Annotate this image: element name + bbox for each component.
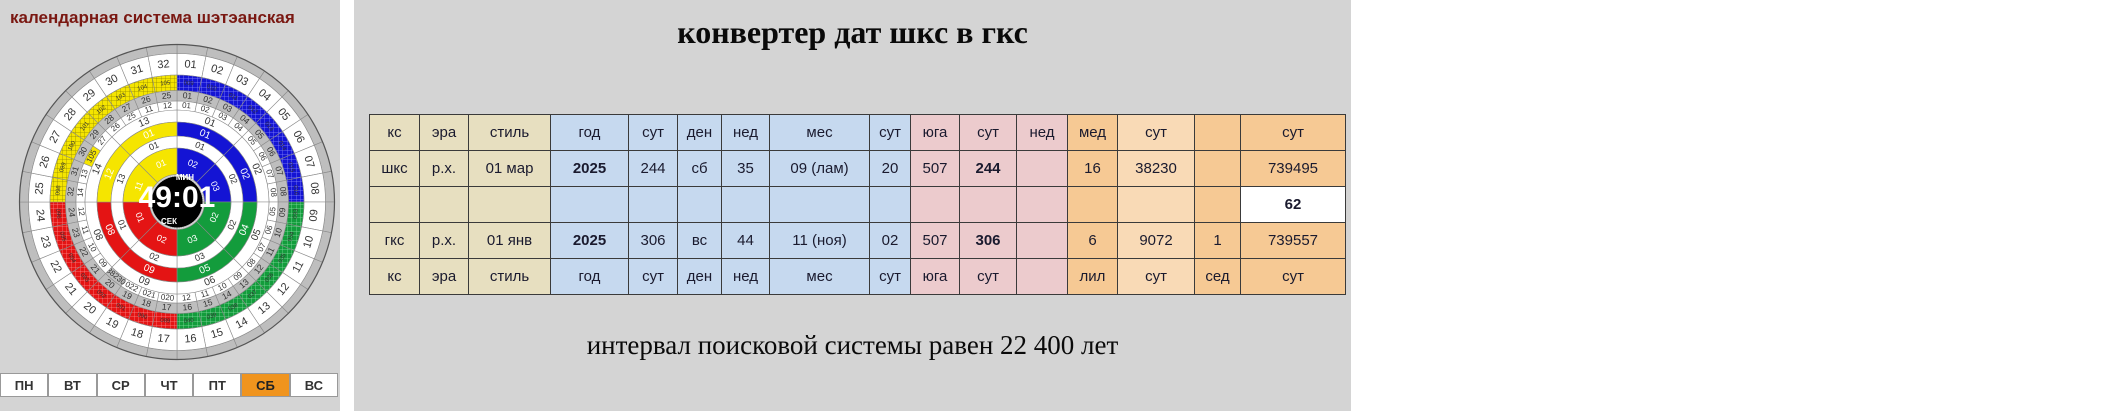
svg-text:32: 32 xyxy=(156,58,169,71)
svg-text:09: 09 xyxy=(307,208,320,221)
svg-text:25: 25 xyxy=(33,181,46,194)
svg-text:016: 016 xyxy=(291,185,298,196)
svg-text:12: 12 xyxy=(162,100,172,110)
svg-text:105: 105 xyxy=(160,80,171,87)
svg-text:16: 16 xyxy=(182,301,193,312)
svg-text:24: 24 xyxy=(33,208,46,221)
svg-text:033: 033 xyxy=(292,207,299,218)
svg-text:089: 089 xyxy=(159,317,170,324)
svg-text:05: 05 xyxy=(267,206,277,216)
svg-text:08: 08 xyxy=(268,187,278,197)
svg-text:01: 01 xyxy=(181,100,191,110)
svg-text:17: 17 xyxy=(156,332,169,345)
svg-text:14: 14 xyxy=(75,187,85,197)
svg-text:32: 32 xyxy=(65,186,76,197)
svg-text:040: 040 xyxy=(183,317,194,324)
svg-text:12: 12 xyxy=(181,292,191,302)
svg-text:09: 09 xyxy=(276,206,287,217)
svg-text:01: 01 xyxy=(183,58,196,71)
svg-text:098: 098 xyxy=(55,184,62,195)
svg-text:096: 096 xyxy=(54,208,61,219)
svg-text:25: 25 xyxy=(161,90,172,101)
svg-text:16: 16 xyxy=(183,332,196,345)
svg-text:08: 08 xyxy=(307,181,320,194)
svg-text:08: 08 xyxy=(278,186,289,197)
svg-text:009: 009 xyxy=(183,80,194,87)
svg-text:СЕК: СЕК xyxy=(161,217,177,226)
svg-text:01: 01 xyxy=(182,90,193,101)
svg-text:17: 17 xyxy=(161,301,172,312)
svg-text:24: 24 xyxy=(66,207,77,218)
svg-text:49:01: 49:01 xyxy=(138,181,215,214)
svg-text:12: 12 xyxy=(76,206,86,216)
